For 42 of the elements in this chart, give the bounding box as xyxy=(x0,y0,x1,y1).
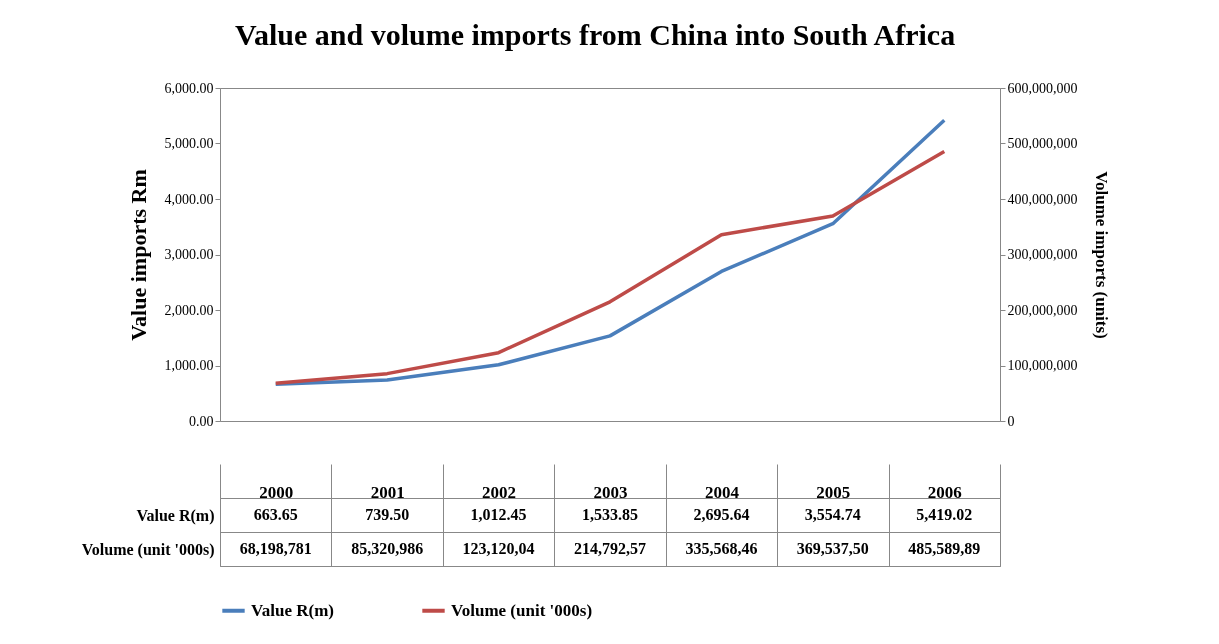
data-label: 663.65 xyxy=(253,506,298,523)
data-label: 85,320,986 xyxy=(351,540,424,557)
y-axis-title: Value imports Rm xyxy=(125,169,151,341)
y2-tick-label: 600,000,000 xyxy=(1007,80,1078,96)
data-label: 1,533.85 xyxy=(582,506,638,523)
data-label: 214,792,57 xyxy=(574,540,646,557)
y-tick-label: 2,000.00 xyxy=(164,302,214,318)
data-label: 335,568,46 xyxy=(685,540,758,557)
y2-axis-title: Volume imports (units) xyxy=(1091,171,1111,339)
data-label: 5,419.02 xyxy=(916,506,973,523)
x-tick-label: 2000 xyxy=(259,482,294,502)
y2-tick-label: 400,000,000 xyxy=(1007,191,1078,207)
y-tick-label: 5,000.00 xyxy=(164,136,214,151)
y-tick-label: 3,000.00 xyxy=(164,247,214,262)
data-label: 68,198,781 xyxy=(239,540,312,557)
data-label: 739.50 xyxy=(365,506,410,523)
text: Value R(m) xyxy=(136,506,215,524)
x-tick-label: 2003 xyxy=(593,482,628,502)
y2-tick-label: 100,000,000 xyxy=(1007,358,1078,373)
y-tick-label: 6,000.00 xyxy=(164,80,214,96)
y2-tick-label: 500,000,000 xyxy=(1007,136,1078,151)
data-label: 3,554.74 xyxy=(804,506,861,523)
y2-tick-label: 300,000,000 xyxy=(1007,247,1078,262)
y2-tick-label: 200,000,000 xyxy=(1007,302,1078,318)
y-tick-label: 0.00 xyxy=(189,413,214,429)
x-tick-label: 2006 xyxy=(927,482,962,502)
x-tick-label: 2001 xyxy=(370,482,405,502)
data-label: 1,012.45 xyxy=(470,506,527,523)
data-label: 123,120,04 xyxy=(462,540,535,557)
legend-label: Volume (unit '000s) xyxy=(451,600,593,620)
data-label: 485,589,89 xyxy=(908,540,981,557)
x-tick-label: 2004 xyxy=(704,482,740,502)
x-tick-label: 2005 xyxy=(816,482,851,502)
y-tick-label: 4,000.00 xyxy=(164,191,214,207)
text: Volume (unit '000s) xyxy=(81,540,215,558)
legend-label: Value R(m) xyxy=(251,600,334,620)
data-label: 369,537,50 xyxy=(796,540,869,557)
chart-title: Value and volume imports from China into South Africa xyxy=(235,17,956,51)
x-tick-label: 2002 xyxy=(482,482,517,502)
y-tick-label: 1,000.00 xyxy=(164,358,214,373)
data-label: 2,695.64 xyxy=(693,506,750,523)
y2-tick-label: 0 xyxy=(1007,413,1015,429)
